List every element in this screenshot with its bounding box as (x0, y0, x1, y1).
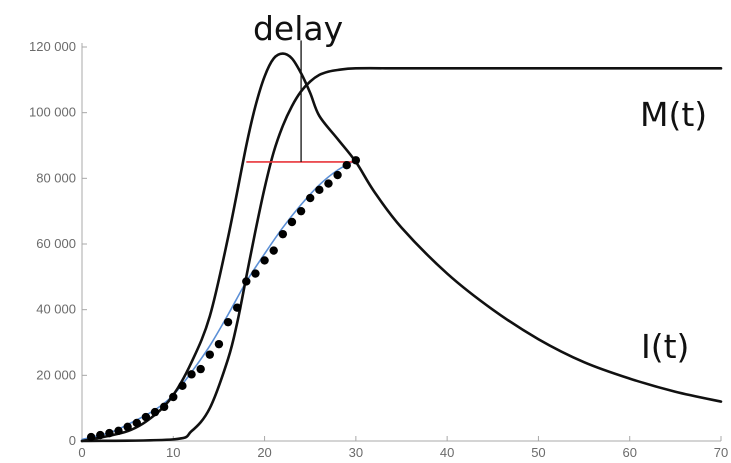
fit-line (81, 159, 357, 441)
data-point (269, 246, 278, 255)
data-point (287, 217, 297, 227)
data-point (169, 392, 178, 402)
m-series-label: M(t) (640, 95, 707, 134)
y-tick-label: 20 000 (36, 367, 76, 382)
data-point (315, 185, 324, 195)
data-point (223, 317, 233, 327)
data-point (260, 256, 269, 265)
x-tick-label: 70 (714, 445, 728, 460)
data-point (296, 206, 306, 216)
data-point (96, 430, 105, 440)
i-series-label: I(t) (641, 327, 689, 366)
x-tick-label: 30 (349, 445, 363, 460)
data-point (324, 179, 333, 188)
ticks: 0 10 20 30 40 50 60 70 0 20 000 40 000 60 000 80 000… (29, 39, 728, 460)
data-point (105, 428, 114, 438)
y-tick-label: 60 000 (36, 236, 76, 251)
data-point (187, 370, 196, 379)
data-point (86, 432, 96, 442)
data-point (178, 381, 187, 391)
data-point (251, 269, 260, 278)
data-point (333, 170, 342, 180)
y-tick-label: 100 000 (29, 105, 76, 120)
delay-label: delay (253, 9, 343, 48)
series-layer (80, 40, 723, 443)
data-point (205, 350, 214, 359)
data-point (150, 407, 160, 417)
data-point (278, 229, 288, 239)
y-tick-label: 0 (69, 433, 76, 448)
y-tick-label: 40 000 (36, 302, 76, 317)
x-tick-label: 20 (257, 445, 271, 460)
data-point (123, 422, 132, 432)
y-tick-label: 120 000 (29, 39, 76, 54)
x-tick-label: 10 (166, 445, 180, 460)
data-point (114, 426, 123, 436)
x-tick-label: 0 (78, 445, 85, 460)
x-tick-label: 40 (440, 445, 454, 460)
data-point (342, 161, 351, 170)
i-series-line (80, 52, 723, 443)
data-point (159, 402, 169, 412)
data-point (132, 418, 141, 428)
x-tick-label: 50 (531, 445, 545, 460)
data-point (242, 277, 251, 286)
data-point (196, 364, 205, 374)
data-point (141, 412, 151, 422)
data-point (214, 339, 224, 349)
data-point (306, 193, 315, 203)
data-point (232, 303, 242, 312)
x-tick-label: 60 (622, 445, 636, 460)
data-point (351, 156, 361, 165)
m-series-line (80, 66, 723, 443)
annotation-layer: delay M(t) I(t) (253, 9, 707, 366)
axes (81, 43, 721, 442)
y-tick-label: 80 000 (36, 170, 76, 185)
